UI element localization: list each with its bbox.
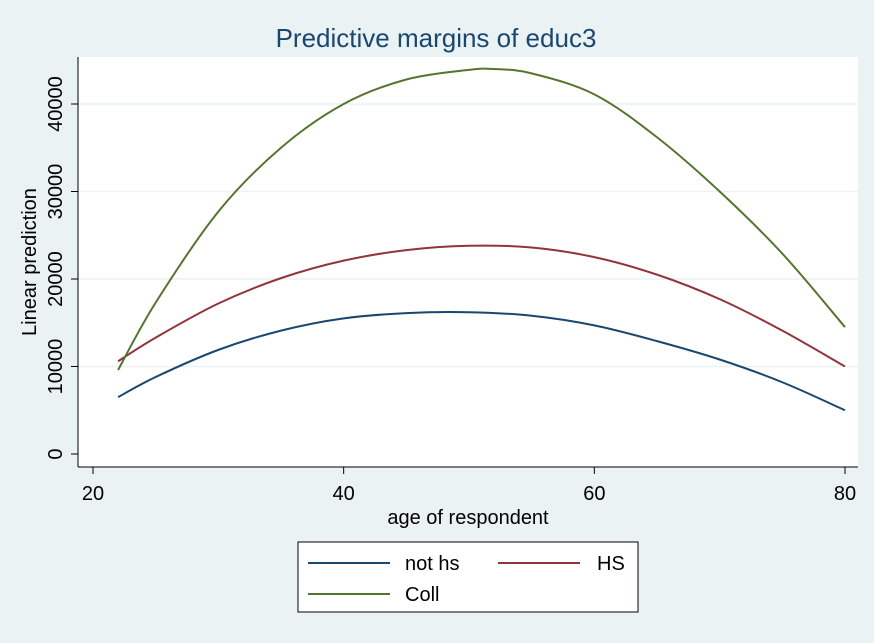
y-tick-label: 10000	[45, 339, 67, 395]
x-tick-label: 40	[333, 483, 355, 505]
series-line-coll	[117, 67, 846, 371]
chart-title: Predictive margins of educ3	[276, 23, 597, 53]
series-line-hs	[117, 244, 846, 368]
legend-label-not-hs: not hs	[405, 553, 459, 575]
y-axis-ticks: 0 10000 20000 30000 40000	[45, 76, 78, 460]
y-tick-label: 0	[45, 448, 67, 459]
y-axis-title: Linear prediction	[19, 188, 41, 336]
series-line-not-hs	[117, 311, 846, 412]
x-tick-label: 80	[834, 483, 856, 505]
series-lines	[117, 67, 846, 412]
x-axis-ticks: 20 40 60 80	[82, 467, 856, 505]
legend-box	[297, 541, 639, 613]
legend-label-hs: HS	[597, 553, 625, 575]
gridlines	[78, 103, 858, 368]
plot-area	[78, 57, 858, 467]
y-tick-label: 40000	[45, 76, 67, 132]
x-axis-title: age of respondent	[387, 507, 549, 529]
y-tick-label: 30000	[45, 164, 67, 220]
y-tick-label: 20000	[45, 251, 67, 307]
legend: not hs HS Coll	[297, 541, 639, 613]
x-tick-label: 20	[82, 483, 104, 505]
x-tick-label: 60	[583, 483, 605, 505]
legend-label-coll: Coll	[405, 584, 439, 606]
